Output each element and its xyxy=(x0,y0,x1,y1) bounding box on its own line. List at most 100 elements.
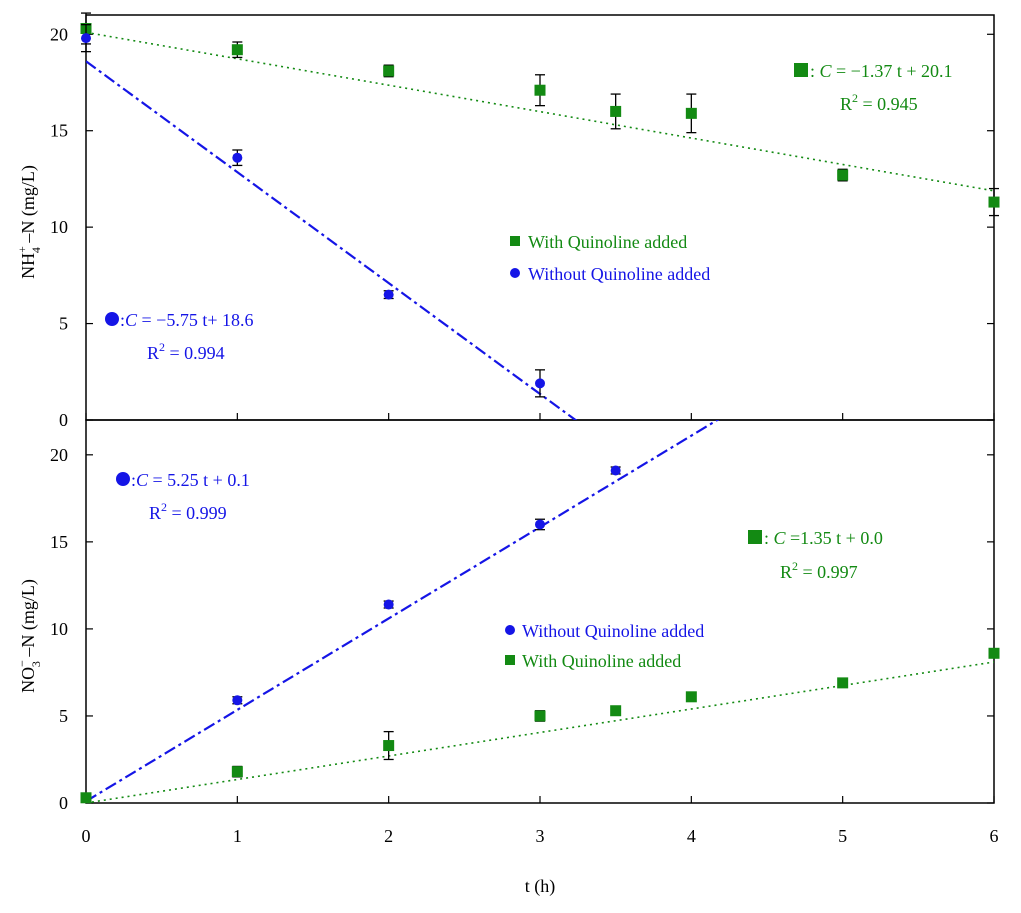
top-eq-without-prefix: : xyxy=(120,310,125,330)
bottom-y-tick-label: 20 xyxy=(50,445,68,465)
bottom-y-axis-title: NO−3 –N (mg/L) xyxy=(15,579,43,693)
bottom-y-tick-label: 10 xyxy=(50,619,68,639)
top-eq-with-square-marker xyxy=(794,63,808,77)
bottom-eq-with-rest: =1.35 t + 0.0 xyxy=(786,528,883,548)
top-point-with-quinoline xyxy=(383,65,395,77)
bottom-eq-with-prefix: : xyxy=(764,528,774,548)
top-eq-without-var: C xyxy=(125,310,138,330)
bottom-eq-without-r2: R2 = 0.999 xyxy=(149,500,227,523)
top-point-with-quinoline xyxy=(231,44,243,56)
top-point-without-quinoline xyxy=(81,33,91,44)
bottom-eq-without-r2-value: = 0.999 xyxy=(167,503,227,523)
bottom-point-with-quinoline xyxy=(80,792,92,804)
top-ylabel-main: NH xyxy=(18,253,38,279)
bottom-legend-without-quinoline: Without Quinoline added xyxy=(522,621,704,641)
bottom-legend-circle-marker xyxy=(505,625,515,635)
bottom-point-without-quinoline xyxy=(232,695,243,706)
x-tick-label: 1 xyxy=(233,826,242,846)
bottom-point-with-quinoline xyxy=(610,705,622,717)
top-legend-with-quinoline: With Quinoline added xyxy=(528,232,687,252)
bottom-eq-without-rest: = 5.25 t + 0.1 xyxy=(148,470,250,490)
top-eq-with-prefix: : xyxy=(810,61,820,81)
bottom-legend-square-marker xyxy=(505,655,515,665)
top-eq-with-r2-label: R xyxy=(840,94,852,114)
bottom-y-tick-label: 0 xyxy=(59,793,68,813)
bottom-panel-y-ticks: 0 5 10 15 20 xyxy=(50,445,994,813)
top-eq-with-var: C xyxy=(820,61,833,81)
top-eq-without-r2-value: = 0.994 xyxy=(165,343,225,363)
bottom-ylabel-sup: − xyxy=(15,660,29,667)
bottom-point-without-quinoline xyxy=(610,465,621,476)
top-panel-points xyxy=(80,12,1000,398)
top-point-without-quinoline xyxy=(535,378,545,389)
bottom-eq-with-quinoline: : C =1.35 t + 0.0 xyxy=(764,528,883,548)
top-eq-without-r2-sup: 2 xyxy=(159,340,165,354)
bottom-y-tick-label: 15 xyxy=(50,532,68,552)
bottom-eq-without-circle-marker xyxy=(116,472,130,486)
bottom-eq-with-r2-sup: 2 xyxy=(792,559,798,573)
bottom-point-with-quinoline xyxy=(837,677,849,689)
top-y-tick-label: 15 xyxy=(50,121,68,141)
bottom-ylabel-sub: 3 xyxy=(29,661,43,667)
x-axis-title: t (h) xyxy=(525,876,556,897)
x-tick-label: 6 xyxy=(990,826,999,846)
top-ylabel-sup: + xyxy=(15,246,29,253)
bottom-point-with-quinoline xyxy=(383,740,395,752)
top-point-with-quinoline xyxy=(837,169,849,181)
top-eq-without-quinoline: :C = −5.75 t+ 18.6 xyxy=(120,310,254,330)
bottom-point-with-quinoline xyxy=(231,766,243,778)
bottom-eq-without-quinoline: :C = 5.25 t + 0.1 xyxy=(131,470,250,490)
top-point-without-quinoline xyxy=(232,152,243,163)
bottom-eq-with-square-marker xyxy=(748,530,762,544)
top-eq-with-r2-value: = 0.945 xyxy=(858,94,918,114)
top-eq-without-rest: = −5.75 t+ 18.6 xyxy=(137,310,253,330)
bottom-eq-without-r2-sup: 2 xyxy=(161,500,167,514)
top-point-with-quinoline xyxy=(685,107,697,119)
top-panel-y-ticks: 0 5 10 15 20 xyxy=(50,24,994,430)
bottom-eq-with-var: C xyxy=(774,528,787,548)
bottom-y-tick-label: 5 xyxy=(59,706,68,726)
x-tick-label: 0 xyxy=(82,826,91,846)
top-eq-without-circle-marker xyxy=(105,312,119,326)
bottom-eq-with-r2-label: R xyxy=(780,562,792,582)
top-ylabel-sub: 4 xyxy=(29,247,43,253)
x-tick-label: 4 xyxy=(687,826,696,846)
x-ticks: 0 1 2 3 4 5 6 xyxy=(82,413,999,846)
bottom-point-with-quinoline xyxy=(534,710,546,722)
bottom-point-with-quinoline xyxy=(685,691,697,703)
bottom-ylabel-main: NO xyxy=(18,667,38,693)
bottom-eq-with-r2: R2 = 0.997 xyxy=(780,559,858,582)
top-y-tick-label: 5 xyxy=(59,314,68,334)
x-tick-label: 5 xyxy=(838,826,847,846)
x-tick-label: 3 xyxy=(536,826,545,846)
bottom-eq-without-r2-label: R xyxy=(149,503,161,523)
top-eq-with-rest: = −1.37 t + 20.1 xyxy=(832,61,953,81)
top-y-axis-title: NH+4 –N (mg/L) xyxy=(15,165,43,279)
top-point-with-quinoline xyxy=(610,105,622,117)
top-eq-with-r2-sup: 2 xyxy=(852,91,858,105)
top-legend-circle-marker xyxy=(510,268,520,278)
top-point-with-quinoline xyxy=(534,84,546,96)
x-tick-label: 2 xyxy=(384,826,393,846)
bottom-eq-with-r2-value: = 0.997 xyxy=(798,562,858,582)
bottom-point-without-quinoline xyxy=(383,599,394,610)
bottom-point-without-quinoline xyxy=(535,519,545,530)
top-y-tick-label: 10 xyxy=(50,217,68,237)
bottom-panel-points xyxy=(80,465,1000,804)
top-legend-square-marker xyxy=(510,236,520,246)
bottom-point-with-quinoline xyxy=(988,647,1000,659)
top-eq-with-r2: R2 = 0.945 xyxy=(840,91,918,114)
top-eq-without-r2: R2 = 0.994 xyxy=(147,340,225,363)
top-point-without-quinoline xyxy=(383,289,394,300)
top-eq-without-r2-label: R xyxy=(147,343,159,363)
top-y-tick-label: 0 xyxy=(59,410,68,430)
top-fit-line-with-quinoline xyxy=(86,31,994,192)
top-y-tick-label: 20 xyxy=(50,24,68,44)
top-legend-without-quinoline: Without Quinoline added xyxy=(528,264,710,284)
bottom-eq-without-prefix: : xyxy=(131,470,136,490)
top-eq-with-quinoline: : C = −1.37 t + 20.1 xyxy=(810,61,953,81)
bottom-eq-without-var: C xyxy=(136,470,149,490)
